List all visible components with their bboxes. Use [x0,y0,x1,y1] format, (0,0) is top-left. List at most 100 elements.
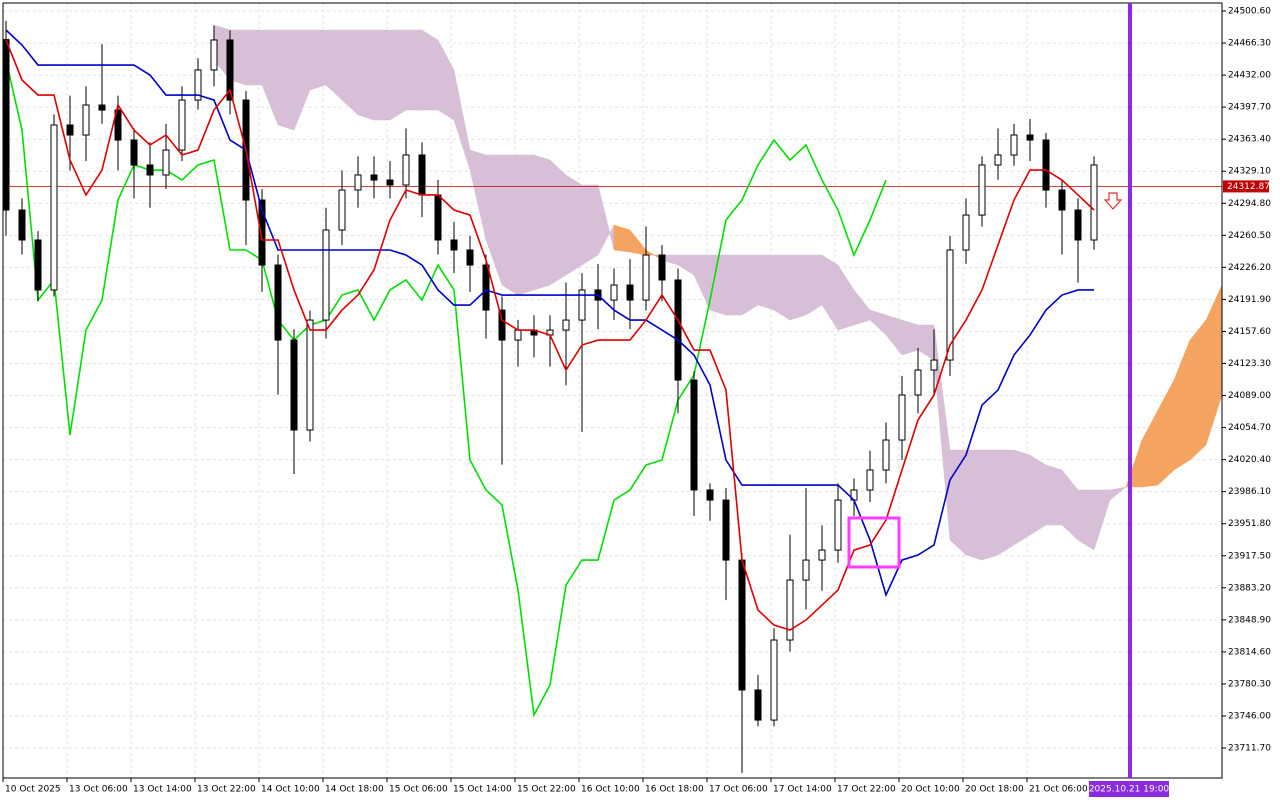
y-tick-label: 24432.00 [1228,71,1271,81]
candle-body [962,214,970,251]
candle-body [34,239,42,291]
plot-layer [2,3,1223,778]
candle-body [930,359,938,371]
y-tick-label: 24329.10 [1228,167,1271,177]
cloud-segment [613,224,631,253]
y-tick-label: 24089.00 [1228,391,1271,401]
candle-body [354,174,362,191]
y-tick-label: 24054.70 [1228,423,1271,433]
x-tick-label: 15 Oct 14:00 [453,785,512,795]
candle-body [114,109,122,141]
candle-body [562,319,570,331]
x-tick-label: 16 Oct 10:00 [581,785,640,795]
candle-body [978,164,986,216]
cloud-segment [1013,449,1031,546]
candle-body [1010,134,1018,156]
cloud-segment [549,159,567,286]
cloud-segment [277,29,295,131]
y-tick-label: 24500.60 [1228,7,1271,17]
x-tick-label: 15 Oct 06:00 [389,785,448,795]
cloud-segment [805,254,823,316]
cloud-segment [757,254,775,311]
x-tick-label: 20 Oct 18:00 [965,785,1024,795]
y-tick-label: 23746.00 [1228,711,1271,721]
candle-body [770,639,778,721]
cloud-segment [357,29,375,121]
candle-body [914,369,922,396]
cloud-segment [309,29,327,91]
candle-body [450,239,458,251]
cloud-segment [1109,486,1127,501]
candle-body [882,439,890,471]
y-tick-label: 24466.30 [1228,39,1271,49]
y-tick-label: 24191.90 [1228,295,1271,305]
candle-body [866,469,874,491]
y-tick-label: 24294.80 [1228,199,1271,209]
candle-body [290,339,298,431]
cloud-segment [389,29,407,121]
candle-body [946,249,954,361]
x-tick-label: 17 Oct 14:00 [773,785,832,795]
x-tick-label: 14 Oct 18:00 [325,785,384,795]
time-marker-label: 2025.10.21 19:00 [1089,785,1170,795]
cloud-segment [773,254,791,321]
bid-label: 24312.87 [1227,182,1270,192]
x-tick-label: 13 Oct 22:00 [197,785,256,795]
x-tick-label: 20 Oct 10:00 [901,785,960,795]
candle-body [1026,134,1034,141]
y-tick-label: 23780.30 [1228,679,1271,689]
highlight-box [847,516,901,569]
y-tick-label: 24260.50 [1228,231,1271,241]
x-tick-label: 10 Oct 2025 [5,785,61,795]
candle-body [50,124,58,291]
x-tick-label: 13 Oct 14:00 [133,785,192,795]
cloud-segment [997,449,1015,556]
x-tick-label: 15 Oct 22:00 [517,785,576,795]
x-tick-label: 13 Oct 06:00 [69,785,128,795]
cloud-segment [1045,464,1063,526]
candle-body [1058,189,1066,211]
candle-body [306,319,314,431]
cloud-segment [565,174,583,276]
candle-body [642,254,650,301]
x-tick-label: 21 Oct 06:00 [1029,785,1088,795]
bid-tag [1223,180,1269,193]
x-tick-label: 14 Oct 10:00 [261,785,320,795]
candle-body [82,104,90,136]
sell-arrow [1103,192,1123,210]
candle-body [162,149,170,176]
y-tick-label: 24363.40 [1228,135,1271,145]
y-tick-label: 24157.60 [1228,327,1271,337]
x-tick-label: 17 Oct 22:00 [837,785,896,795]
candle-body [370,174,378,181]
candle-body [610,284,618,301]
candle-body [658,254,666,281]
cloud-segment [741,254,759,316]
candle-body [146,164,154,176]
cloud-segment [981,449,999,561]
candle-body [66,124,74,136]
y-tick-label: 23986.10 [1228,487,1271,497]
cloud-segment [901,319,919,356]
tenkan-line [5,39,1095,631]
candle-body [674,279,682,381]
candle-body [338,189,346,231]
cloud-segment [341,29,359,116]
candle-body [818,549,826,561]
candle-body [738,559,746,691]
candle-body [466,249,474,266]
x-tick-label: 17 Oct 06:00 [709,785,768,795]
candle-body [178,99,186,151]
candle-body [2,39,10,211]
cloud-segment [533,154,551,291]
cloud-segment [965,449,983,561]
candle-body [578,289,586,321]
candle-body [786,579,794,641]
cloud-segment [501,154,519,296]
y-tick-label: 23711.70 [1228,744,1271,754]
x-tick-label: 16 Oct 18:00 [645,785,704,795]
candle-body [210,39,218,71]
